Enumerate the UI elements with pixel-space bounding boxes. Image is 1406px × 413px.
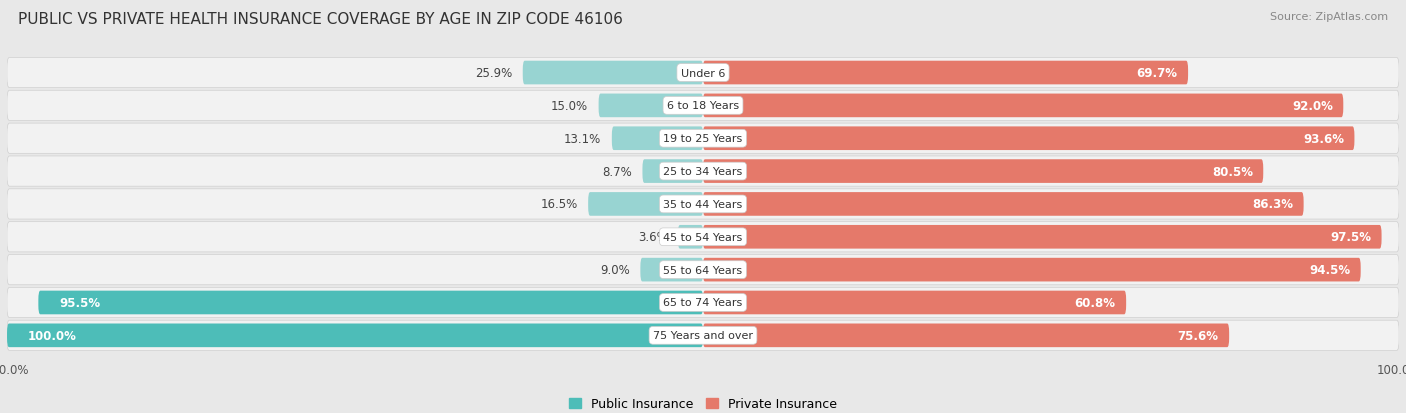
FancyBboxPatch shape (7, 189, 1399, 219)
FancyBboxPatch shape (7, 157, 1399, 187)
FancyBboxPatch shape (703, 62, 1188, 85)
Text: 97.5%: 97.5% (1330, 231, 1371, 244)
FancyBboxPatch shape (612, 127, 703, 151)
Text: 15.0%: 15.0% (551, 100, 588, 113)
FancyBboxPatch shape (703, 291, 1126, 315)
Text: 25.9%: 25.9% (475, 67, 512, 80)
FancyBboxPatch shape (703, 192, 1303, 216)
FancyBboxPatch shape (7, 255, 1399, 285)
Text: 92.0%: 92.0% (1292, 100, 1333, 113)
Text: 80.5%: 80.5% (1212, 165, 1253, 178)
FancyBboxPatch shape (523, 62, 703, 85)
Text: 93.6%: 93.6% (1303, 133, 1344, 145)
Text: 95.5%: 95.5% (59, 296, 100, 309)
FancyBboxPatch shape (38, 291, 703, 315)
FancyBboxPatch shape (703, 160, 1263, 183)
Text: 55 to 64 Years: 55 to 64 Years (664, 265, 742, 275)
Legend: Public Insurance, Private Insurance: Public Insurance, Private Insurance (564, 392, 842, 413)
FancyBboxPatch shape (643, 160, 703, 183)
Text: Source: ZipAtlas.com: Source: ZipAtlas.com (1270, 12, 1388, 22)
Text: 25 to 34 Years: 25 to 34 Years (664, 167, 742, 177)
Text: 45 to 54 Years: 45 to 54 Years (664, 232, 742, 242)
Text: 3.6%: 3.6% (638, 231, 668, 244)
Text: 19 to 25 Years: 19 to 25 Years (664, 134, 742, 144)
FancyBboxPatch shape (640, 258, 703, 282)
Text: 100.0%: 100.0% (28, 329, 77, 342)
Text: 94.5%: 94.5% (1309, 263, 1350, 276)
Text: 9.0%: 9.0% (600, 263, 630, 276)
Text: 86.3%: 86.3% (1253, 198, 1294, 211)
FancyBboxPatch shape (588, 192, 703, 216)
FancyBboxPatch shape (703, 127, 1354, 151)
FancyBboxPatch shape (703, 94, 1343, 118)
Text: 69.7%: 69.7% (1136, 67, 1178, 80)
Text: 65 to 74 Years: 65 to 74 Years (664, 298, 742, 308)
FancyBboxPatch shape (678, 225, 703, 249)
FancyBboxPatch shape (7, 58, 1399, 88)
FancyBboxPatch shape (7, 124, 1399, 154)
FancyBboxPatch shape (703, 258, 1361, 282)
Text: 13.1%: 13.1% (564, 133, 602, 145)
Text: 75 Years and over: 75 Years and over (652, 330, 754, 340)
Text: 75.6%: 75.6% (1178, 329, 1219, 342)
Text: 35 to 44 Years: 35 to 44 Years (664, 199, 742, 209)
FancyBboxPatch shape (7, 324, 703, 347)
Text: 60.8%: 60.8% (1074, 296, 1116, 309)
FancyBboxPatch shape (703, 225, 1382, 249)
FancyBboxPatch shape (7, 288, 1399, 318)
Text: Under 6: Under 6 (681, 69, 725, 78)
Text: 16.5%: 16.5% (540, 198, 578, 211)
FancyBboxPatch shape (7, 222, 1399, 252)
Text: 6 to 18 Years: 6 to 18 Years (666, 101, 740, 111)
FancyBboxPatch shape (703, 324, 1229, 347)
Text: PUBLIC VS PRIVATE HEALTH INSURANCE COVERAGE BY AGE IN ZIP CODE 46106: PUBLIC VS PRIVATE HEALTH INSURANCE COVER… (18, 12, 623, 27)
FancyBboxPatch shape (599, 94, 703, 118)
FancyBboxPatch shape (7, 320, 1399, 351)
Text: 8.7%: 8.7% (602, 165, 633, 178)
FancyBboxPatch shape (7, 91, 1399, 121)
